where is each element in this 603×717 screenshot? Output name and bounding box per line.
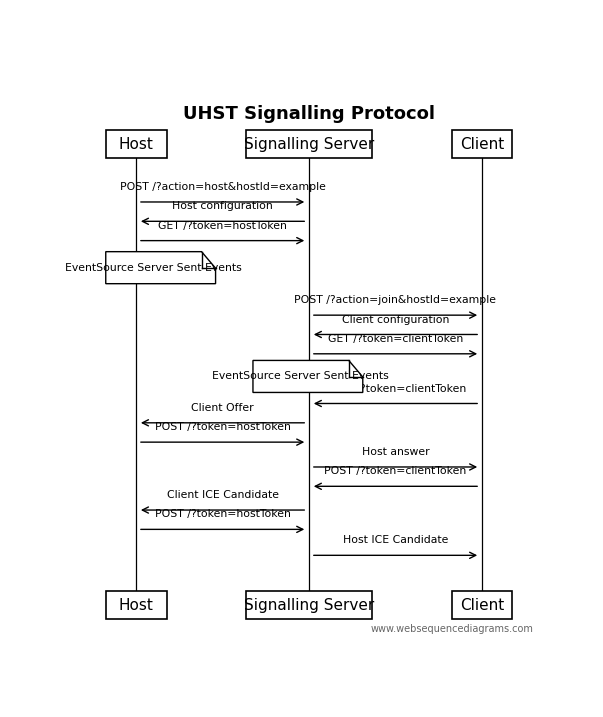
Text: Signalling Server: Signalling Server xyxy=(244,597,374,612)
Text: EventSource Server Sent Events: EventSource Server Sent Events xyxy=(212,371,389,381)
Bar xyxy=(106,130,166,158)
Text: Client Offer: Client Offer xyxy=(191,403,254,413)
Text: Host: Host xyxy=(119,136,154,151)
Text: Host configuration: Host configuration xyxy=(172,201,273,212)
Bar xyxy=(246,591,372,619)
Text: Client: Client xyxy=(460,136,504,151)
Text: EventSource Server Sent Events: EventSource Server Sent Events xyxy=(65,262,242,272)
Text: Client: Client xyxy=(460,597,504,612)
Bar xyxy=(106,591,166,619)
Text: UHST Signalling Protocol: UHST Signalling Protocol xyxy=(183,105,435,123)
Text: POST /?token=hostToken: POST /?token=hostToken xyxy=(154,510,291,519)
Text: GET /?token=clientToken: GET /?token=clientToken xyxy=(328,334,463,344)
Text: POST /?action=host&hostId=example: POST /?action=host&hostId=example xyxy=(119,182,326,192)
Polygon shape xyxy=(106,252,216,284)
Text: POST /?token=clientToken: POST /?token=clientToken xyxy=(324,466,467,476)
Bar xyxy=(452,130,513,158)
Polygon shape xyxy=(253,361,363,392)
Text: www.websequencediagrams.com: www.websequencediagrams.com xyxy=(370,624,534,634)
Text: POST /?action=join&hostId=example: POST /?action=join&hostId=example xyxy=(294,295,496,305)
Text: Host ICE Candidate: Host ICE Candidate xyxy=(343,536,448,546)
Text: Host answer: Host answer xyxy=(362,447,429,457)
Text: Host: Host xyxy=(119,597,154,612)
Text: POST /?token=clientToken: POST /?token=clientToken xyxy=(324,384,467,394)
Text: Signalling Server: Signalling Server xyxy=(244,136,374,151)
Bar xyxy=(246,130,372,158)
Text: Client configuration: Client configuration xyxy=(342,315,449,325)
Text: Client ICE Candidate: Client ICE Candidate xyxy=(166,490,279,500)
Text: POST /?token=hostToken: POST /?token=hostToken xyxy=(154,422,291,432)
Text: GET /?token=hostToken: GET /?token=hostToken xyxy=(158,221,287,231)
Bar xyxy=(452,591,513,619)
